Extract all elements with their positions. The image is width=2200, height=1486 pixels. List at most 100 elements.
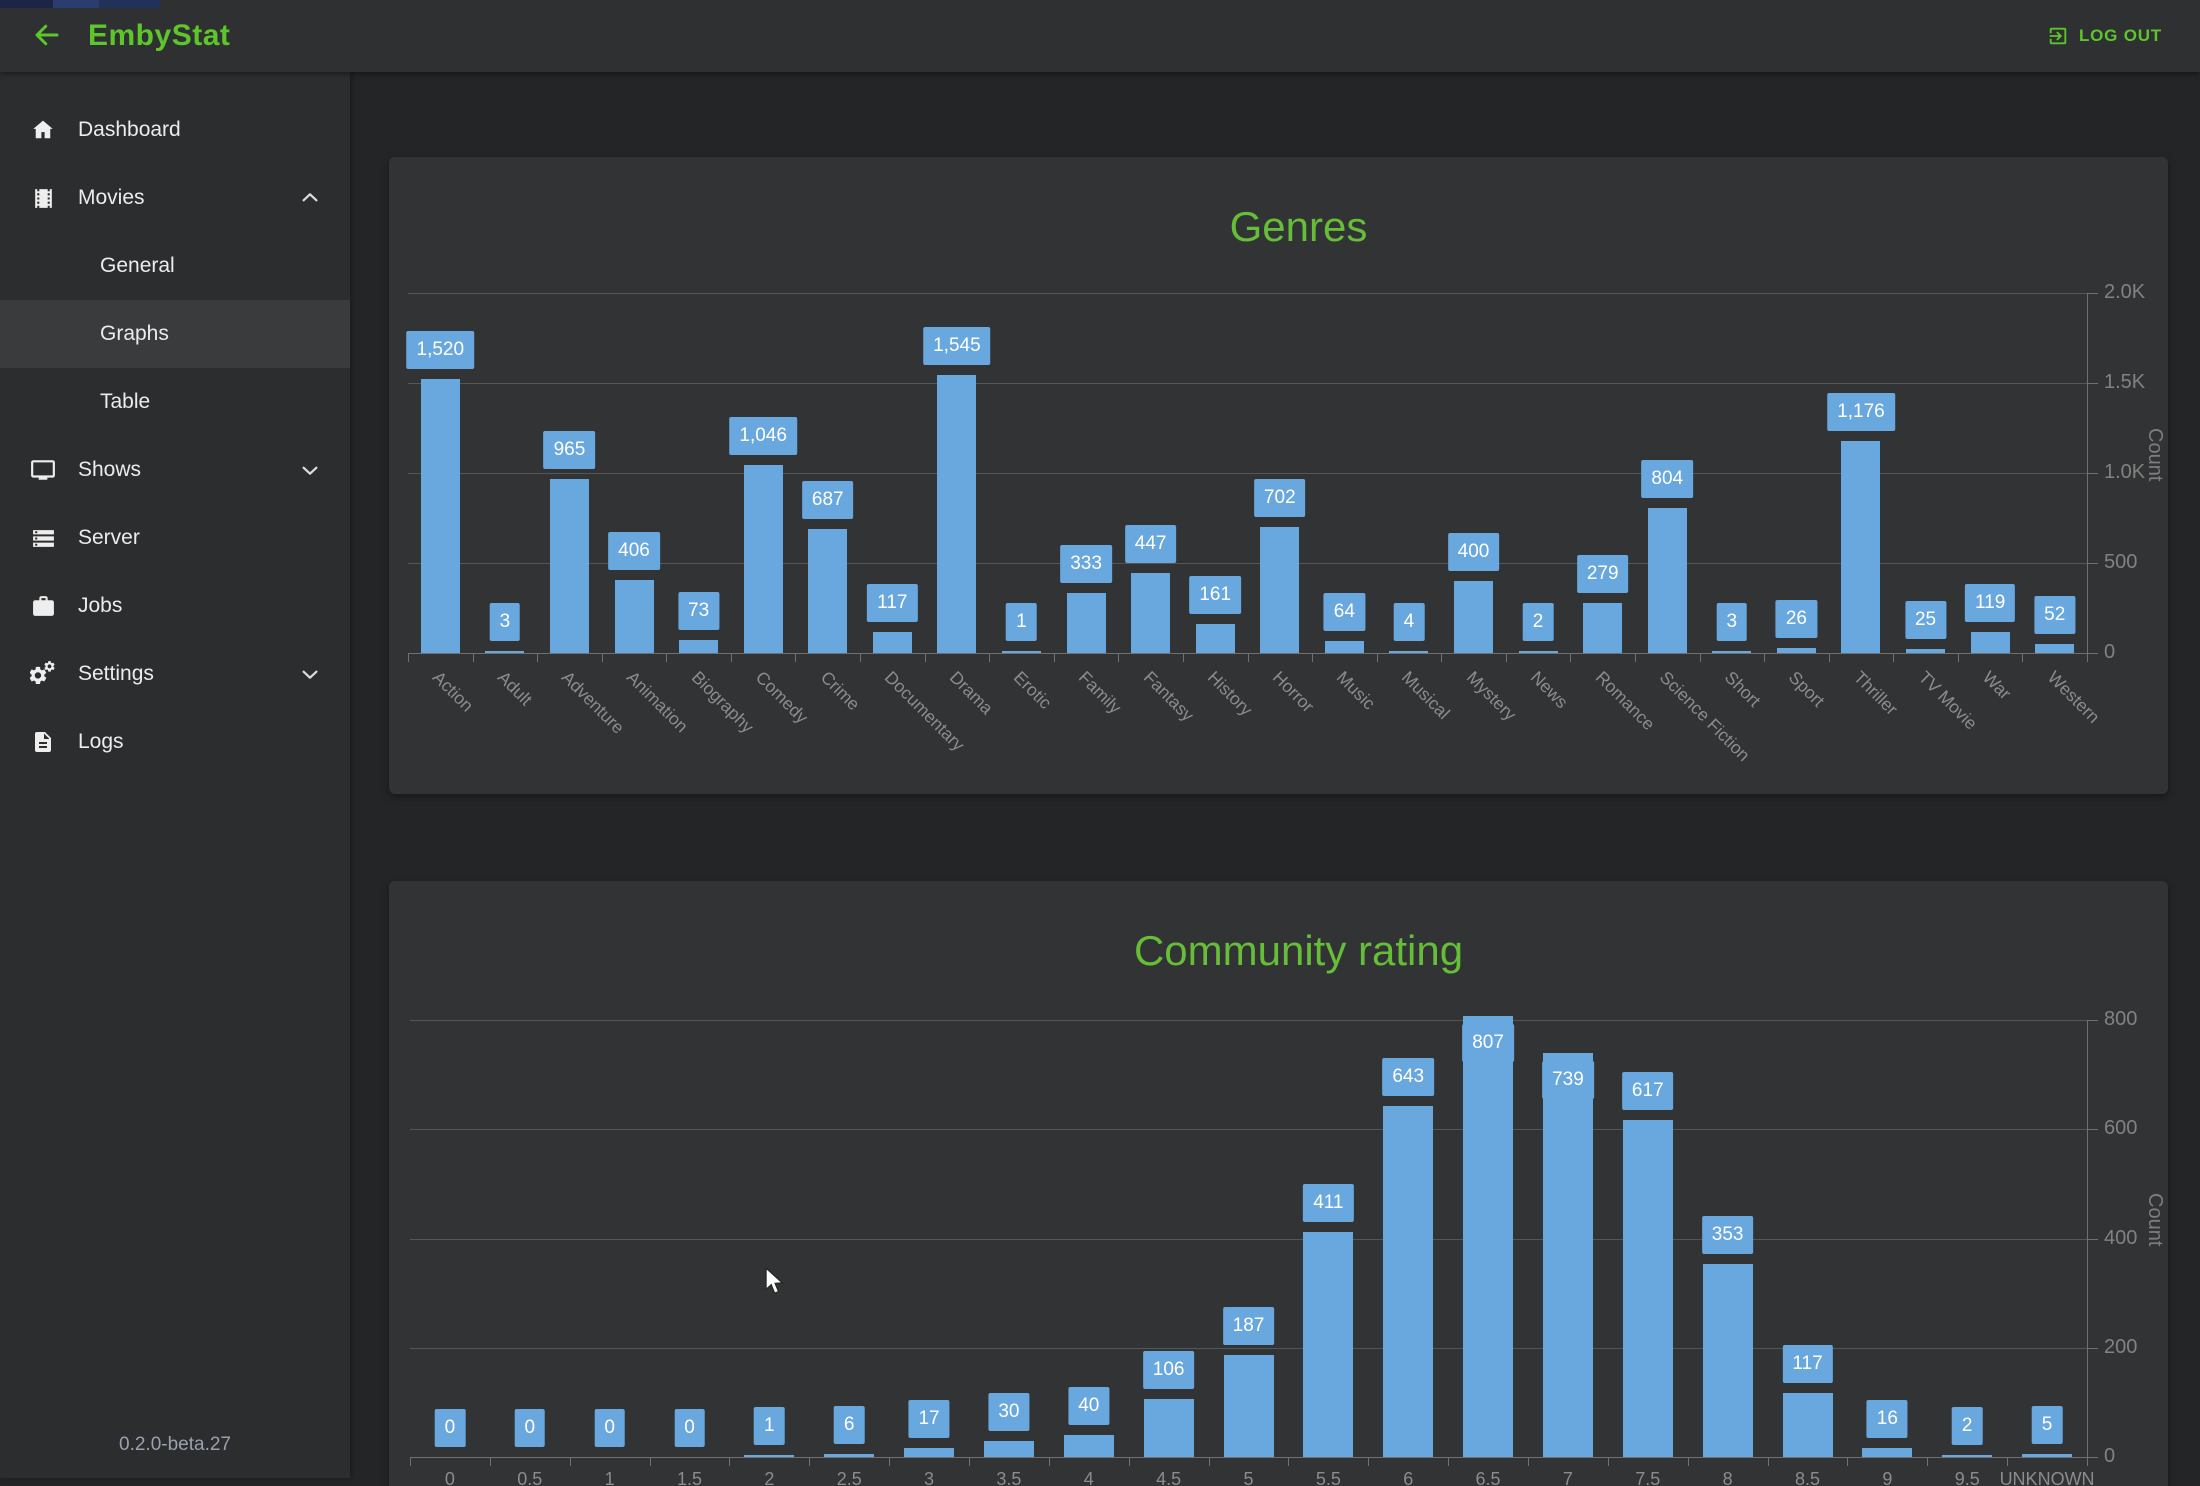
top-bar: EmbyStat LOG OUT bbox=[0, 0, 2200, 72]
sidebar-menu: Dashboard Movies General Graphs Table Shows Se… bbox=[0, 96, 350, 776]
x-axis-label: Musical bbox=[1397, 667, 1454, 724]
back-button[interactable] bbox=[28, 17, 66, 55]
bar-value-label: 3 bbox=[1716, 603, 1748, 641]
chart-bar[interactable] bbox=[1223, 1354, 1274, 1457]
x-axis-label: 0 bbox=[444, 1469, 455, 1486]
chart-bar[interactable] bbox=[1647, 508, 1687, 653]
sidebar-item-graphs[interactable]: Graphs bbox=[0, 300, 350, 368]
x-axis-tick bbox=[1528, 1457, 1529, 1466]
bar-value-label: 643 bbox=[1382, 1057, 1435, 1096]
chart-bar[interactable] bbox=[1583, 602, 1623, 653]
x-axis-tick bbox=[989, 653, 991, 662]
chart-bar[interactable] bbox=[1303, 1232, 1354, 1457]
chart-bar[interactable] bbox=[744, 1455, 795, 1457]
chart-bar[interactable] bbox=[1066, 593, 1106, 653]
document-icon bbox=[30, 729, 56, 755]
chart-bar[interactable] bbox=[1712, 651, 1752, 653]
chart-bar[interactable] bbox=[904, 1447, 955, 1457]
gridline bbox=[408, 383, 2087, 384]
bar-value-label: 16 bbox=[1866, 1400, 1908, 1439]
chart-bar[interactable] bbox=[1463, 1016, 1514, 1457]
chart-bar[interactable] bbox=[2022, 1454, 2073, 1457]
x-axis-tick bbox=[1699, 653, 1701, 662]
bar-value-label: 25 bbox=[1904, 600, 1947, 639]
gridline bbox=[408, 293, 2087, 294]
home-icon bbox=[30, 117, 56, 143]
chart-bar[interactable] bbox=[420, 379, 460, 653]
bar-value-label: 40 bbox=[1068, 1387, 1110, 1426]
bar-value-label: 6 bbox=[833, 1405, 865, 1444]
chart-bar[interactable] bbox=[1782, 1393, 1833, 1457]
chart-bar[interactable] bbox=[1383, 1105, 1434, 1457]
chart-bar[interactable] bbox=[1776, 648, 1816, 653]
sidebar-item-dashboard[interactable]: Dashboard bbox=[0, 96, 350, 164]
chart-bar[interactable] bbox=[1195, 624, 1235, 653]
x-axis-tick bbox=[1247, 653, 1249, 662]
logout-button[interactable]: LOG OUT bbox=[2047, 0, 2162, 72]
chart-bar[interactable] bbox=[743, 464, 783, 653]
sidebar-item-settings[interactable]: Settings bbox=[0, 640, 350, 708]
chart-bar[interactable] bbox=[1942, 1455, 1993, 1457]
chart-bar[interactable] bbox=[614, 579, 654, 653]
x-axis-label: 3.5 bbox=[996, 1469, 1022, 1486]
sidebar-item-logs[interactable]: Logs bbox=[0, 708, 350, 776]
chart-bar[interactable] bbox=[1906, 648, 1946, 653]
chart-bar[interactable] bbox=[1389, 651, 1429, 653]
chart-bar[interactable] bbox=[1454, 581, 1494, 653]
chart-bar[interactable] bbox=[824, 1453, 875, 1457]
chart-bar[interactable] bbox=[1518, 651, 1558, 653]
sidebar-item-movies[interactable]: Movies bbox=[0, 164, 350, 232]
sidebar-item-shows[interactable]: Shows bbox=[0, 436, 350, 504]
bar-value-label: 117 bbox=[867, 583, 918, 622]
x-axis-label: 4.5 bbox=[1156, 1469, 1182, 1486]
genres-chart-plot: 0 500 1.0K 1.5K 2.0K 1,520 Action 3 Adult 965 Adve… bbox=[389, 157, 2168, 794]
chart-bar[interactable] bbox=[679, 639, 719, 653]
x-axis-label: Family bbox=[1074, 667, 1126, 718]
chart-bar[interactable] bbox=[1862, 1448, 1913, 1457]
x-axis-label: Drama bbox=[945, 667, 998, 719]
chart-bar[interactable] bbox=[808, 529, 848, 653]
bar-value-label: 279 bbox=[1576, 554, 1629, 593]
chart-bar[interactable] bbox=[983, 1440, 1034, 1457]
chart-bar[interactable] bbox=[549, 479, 589, 653]
chart-bar[interactable] bbox=[1841, 441, 1881, 653]
chart-bar[interactable] bbox=[1001, 651, 1041, 653]
x-axis-tick bbox=[2087, 1457, 2088, 1466]
x-axis-line bbox=[408, 653, 2088, 654]
x-axis-label: Biography bbox=[687, 667, 758, 737]
chart-bar[interactable] bbox=[1143, 1399, 1194, 1457]
gridline bbox=[408, 473, 2087, 474]
y-tick-label: 800 bbox=[2104, 1008, 2138, 1030]
x-axis-tick bbox=[408, 653, 409, 662]
server-icon bbox=[30, 525, 56, 551]
bar-value-label: 73 bbox=[678, 591, 720, 630]
chart-bar[interactable] bbox=[2035, 643, 2075, 653]
x-axis-tick bbox=[1927, 1457, 1929, 1466]
chart-bar[interactable] bbox=[937, 374, 977, 653]
community-rating-chart-card: Community rating 0 200 400 600 800 0 0 0 0.5 0 1 0 1… bbox=[389, 881, 2168, 1486]
x-axis-tick bbox=[569, 1457, 571, 1466]
chart-bar[interactable] bbox=[1542, 1053, 1593, 1457]
x-axis-label: War bbox=[1978, 667, 2016, 704]
chart-bar[interactable] bbox=[1260, 526, 1300, 653]
sidebar-item-general[interactable]: General bbox=[0, 232, 350, 300]
sidebar-item-server[interactable]: Server bbox=[0, 504, 350, 572]
chart-bar[interactable] bbox=[872, 631, 912, 653]
x-axis-tick bbox=[1634, 653, 1636, 662]
chart-bar[interactable] bbox=[1131, 572, 1171, 653]
x-axis-tick bbox=[889, 1457, 891, 1466]
chevron-down-icon bbox=[298, 662, 322, 686]
chart-bar[interactable] bbox=[1702, 1264, 1753, 1457]
chart-bar[interactable] bbox=[1970, 631, 2010, 653]
y-axis-tick bbox=[2087, 473, 2098, 474]
chart-bar[interactable] bbox=[485, 651, 525, 653]
chart-bar[interactable] bbox=[1622, 1119, 1673, 1457]
chart-bar[interactable] bbox=[1063, 1435, 1114, 1457]
sidebar-item-jobs[interactable]: Jobs bbox=[0, 572, 350, 640]
bar-value-label: 5 bbox=[2031, 1406, 2063, 1445]
x-axis-label: Short bbox=[1720, 667, 1765, 711]
sidebar-item-table[interactable]: Table bbox=[0, 368, 350, 436]
chart-bar[interactable] bbox=[1324, 641, 1364, 653]
sidebar-item-label: Logs bbox=[78, 730, 124, 753]
y-tick-label: 400 bbox=[2104, 1226, 2138, 1249]
